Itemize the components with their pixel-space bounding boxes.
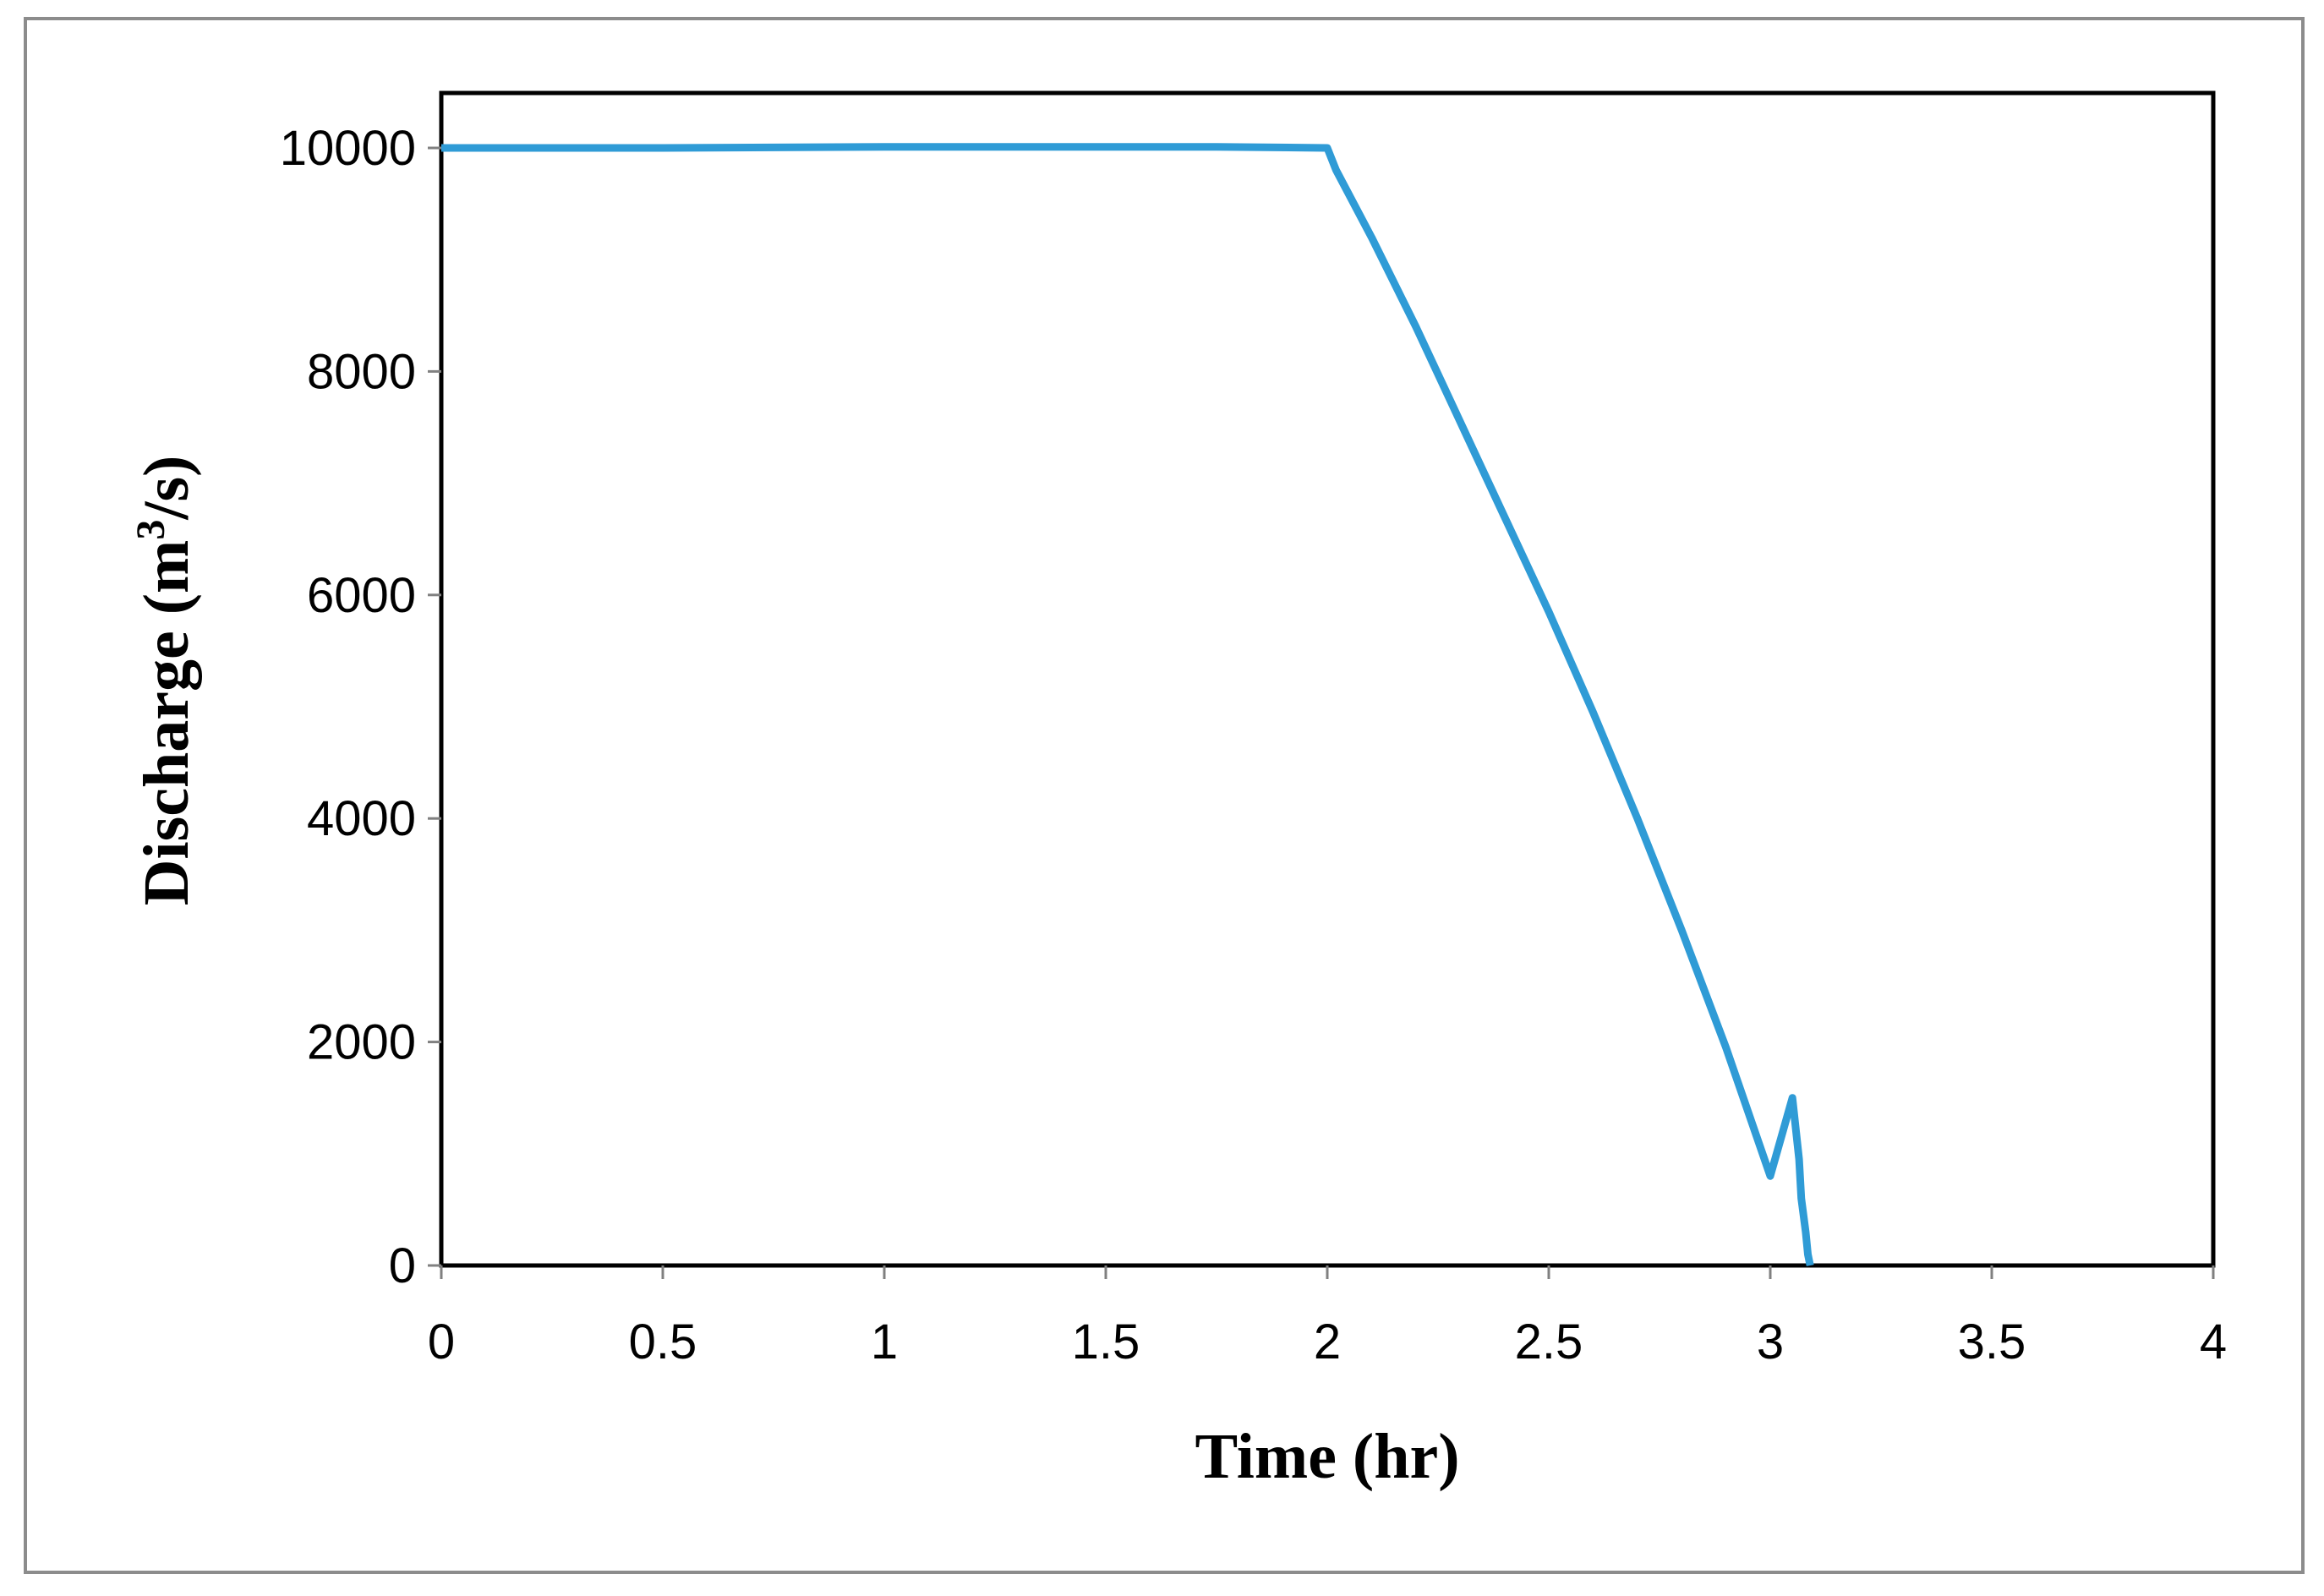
x-axis-tick-labels: 0 0.5 1 1.5 2 2.5 3 3.5 4 bbox=[428, 1315, 2227, 1369]
x-axis-title: Time (hr) bbox=[1195, 1421, 1459, 1492]
x-axis-ticks bbox=[440, 1265, 2215, 1279]
y-tick-label: 10000 bbox=[280, 121, 416, 176]
series-layer bbox=[441, 143, 1814, 1266]
x-tick-label: 1 bbox=[871, 1315, 898, 1369]
y-axis-ticks bbox=[428, 146, 441, 1267]
y-tick-label: 0 bbox=[389, 1238, 416, 1293]
y-tick-label: 4000 bbox=[307, 791, 416, 846]
x-tick-label: 1.5 bbox=[1072, 1315, 1140, 1369]
x-tick-label: 4 bbox=[2200, 1315, 2227, 1369]
y-axis-title: Discharge (m3/s) bbox=[129, 456, 202, 906]
x-tick-label: 2 bbox=[1314, 1315, 1341, 1369]
x-tick-label: 2.5 bbox=[1515, 1315, 1583, 1369]
y-tick-label: 2000 bbox=[307, 1015, 416, 1070]
y-tick-label: 8000 bbox=[307, 344, 416, 399]
x-tick-label: 3.5 bbox=[1958, 1315, 2026, 1369]
y-axis-title-main: Discharge (m bbox=[131, 540, 202, 906]
series-line bbox=[441, 143, 1814, 1266]
x-tick-label: 0.5 bbox=[629, 1315, 697, 1369]
y-axis-title-superscript: 3 bbox=[129, 520, 173, 540]
x-tick-label: 0 bbox=[428, 1315, 455, 1369]
plot-area bbox=[439, 90, 2216, 1268]
x-tick-label: 3 bbox=[1757, 1315, 1784, 1369]
y-axis-tick-labels: 0 2000 4000 6000 8000 10000 bbox=[280, 121, 416, 1293]
y-axis-title-tail: /s) bbox=[131, 456, 202, 521]
y-tick-label: 6000 bbox=[307, 568, 416, 623]
